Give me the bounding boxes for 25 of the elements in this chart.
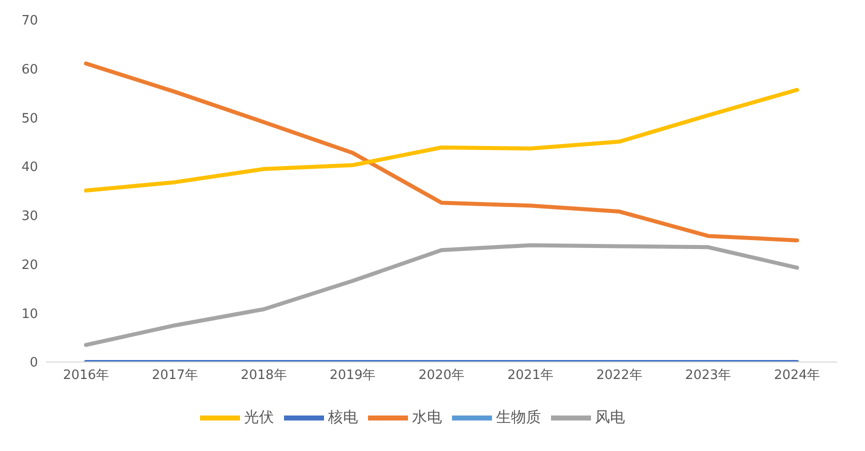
y-tick-label: 0 (30, 356, 38, 371)
legend-label: 光伏 (244, 408, 274, 426)
x-tick-label: 2020年 (418, 368, 465, 384)
y-tick-label: 10 (21, 306, 38, 322)
x-tick-label: 2023年 (685, 368, 732, 384)
line-series (84, 243, 799, 347)
x-tick-label: 2017年 (152, 368, 198, 384)
line-series (84, 88, 799, 193)
y-tick-label: 30 (21, 209, 38, 224)
legend-label: 生物质 (496, 408, 541, 426)
x-tick-label: 2019年 (330, 368, 376, 384)
y-tick-label: 20 (21, 258, 38, 273)
x-tick-label: 2018年 (240, 368, 287, 384)
y-tick-label: 60 (21, 62, 38, 78)
x-tick-label: 2016年 (62, 368, 110, 384)
x-tick-label: 2022年 (596, 368, 642, 384)
x-tick-label: 2024年 (774, 368, 820, 384)
legend-label: 核电 (328, 408, 358, 426)
y-tick-label: 70 (21, 14, 38, 29)
line-series (84, 61, 799, 242)
y-tick-label: 40 (21, 160, 38, 176)
legend-label: 水电 (412, 408, 442, 426)
y-tick-label: 50 (21, 111, 38, 126)
x-tick-label: 2021年 (507, 368, 554, 384)
legend-label: 风电 (595, 408, 625, 426)
